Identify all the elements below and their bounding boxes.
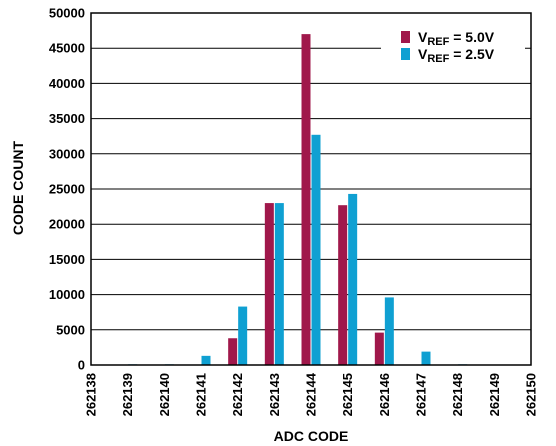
legend-label: VREF = 2.5V xyxy=(418,46,495,65)
bar-series-2 xyxy=(238,306,248,365)
y-tick-label: 30000 xyxy=(49,146,85,161)
y-tick-label: 0 xyxy=(78,358,85,373)
x-tick-label: 262148 xyxy=(450,373,465,416)
bar-series-1 xyxy=(338,205,348,365)
legend-label-rest: = 2.5V xyxy=(449,46,494,62)
plot-frame xyxy=(90,12,532,366)
y-tick-labels: 0 5000 10000 15000 20000 25000 30000 35000 40000… xyxy=(49,6,85,373)
x-tick-label: 262150 xyxy=(524,373,539,416)
bar-series-2 xyxy=(274,203,284,365)
y-tick-label: 5000 xyxy=(56,322,85,337)
legend-swatch xyxy=(401,48,410,60)
legend-label: VREF = 5.0V xyxy=(418,29,495,48)
y-tick-label: 25000 xyxy=(49,182,85,197)
x-tick-label: 262141 xyxy=(194,373,209,416)
x-tick-label: 262138 xyxy=(84,373,99,416)
legend-label-subscript: REF xyxy=(427,36,449,48)
x-tick-label: 262149 xyxy=(487,373,502,416)
x-axis-title: ADC CODE xyxy=(274,428,349,444)
y-tick-label: 10000 xyxy=(49,287,85,302)
bar-series-1 xyxy=(301,34,311,366)
bar-series-2 xyxy=(384,297,394,365)
legend-label-main: V xyxy=(418,46,428,62)
x-tick-label: 262144 xyxy=(304,372,319,416)
bar-series-2 xyxy=(311,134,321,365)
legend-label-rest: = 5.0V xyxy=(449,29,494,45)
axes xyxy=(90,12,532,366)
y-axis-title: CODE COUNT xyxy=(10,141,26,236)
y-tick-label: 20000 xyxy=(49,217,85,232)
y-tick-label: 15000 xyxy=(49,252,85,267)
y-tick-label: 45000 xyxy=(49,41,85,56)
x-tick-label: 262140 xyxy=(157,373,172,416)
x-tick-label: 262147 xyxy=(414,373,429,416)
gridlines xyxy=(91,47,531,331)
bar-series-1 xyxy=(228,338,238,365)
bar-series-1 xyxy=(264,203,274,365)
x-tick-label: 262145 xyxy=(340,373,355,416)
y-tick-label: 50000 xyxy=(49,6,85,21)
bar-series-2 xyxy=(201,355,211,365)
y-tick-label: 35000 xyxy=(49,111,85,126)
legend-label-main: V xyxy=(418,29,428,45)
legend-swatch xyxy=(401,31,410,43)
bar-series-2 xyxy=(348,193,358,365)
x-tick-label: 262143 xyxy=(267,373,282,416)
legend-label-subscript: REF xyxy=(427,53,449,65)
x-tick-label: 262146 xyxy=(377,373,392,416)
x-tick-labels: 262138 262139 262140 262141 262142 262143 2621… xyxy=(84,372,539,416)
x-tick-label: 262139 xyxy=(120,373,135,416)
bars xyxy=(128,34,504,366)
bar-series-2 xyxy=(421,351,431,365)
y-tick-label: 40000 xyxy=(49,76,85,91)
x-tick-label: 262142 xyxy=(230,373,245,416)
bar-series-1 xyxy=(374,332,384,365)
